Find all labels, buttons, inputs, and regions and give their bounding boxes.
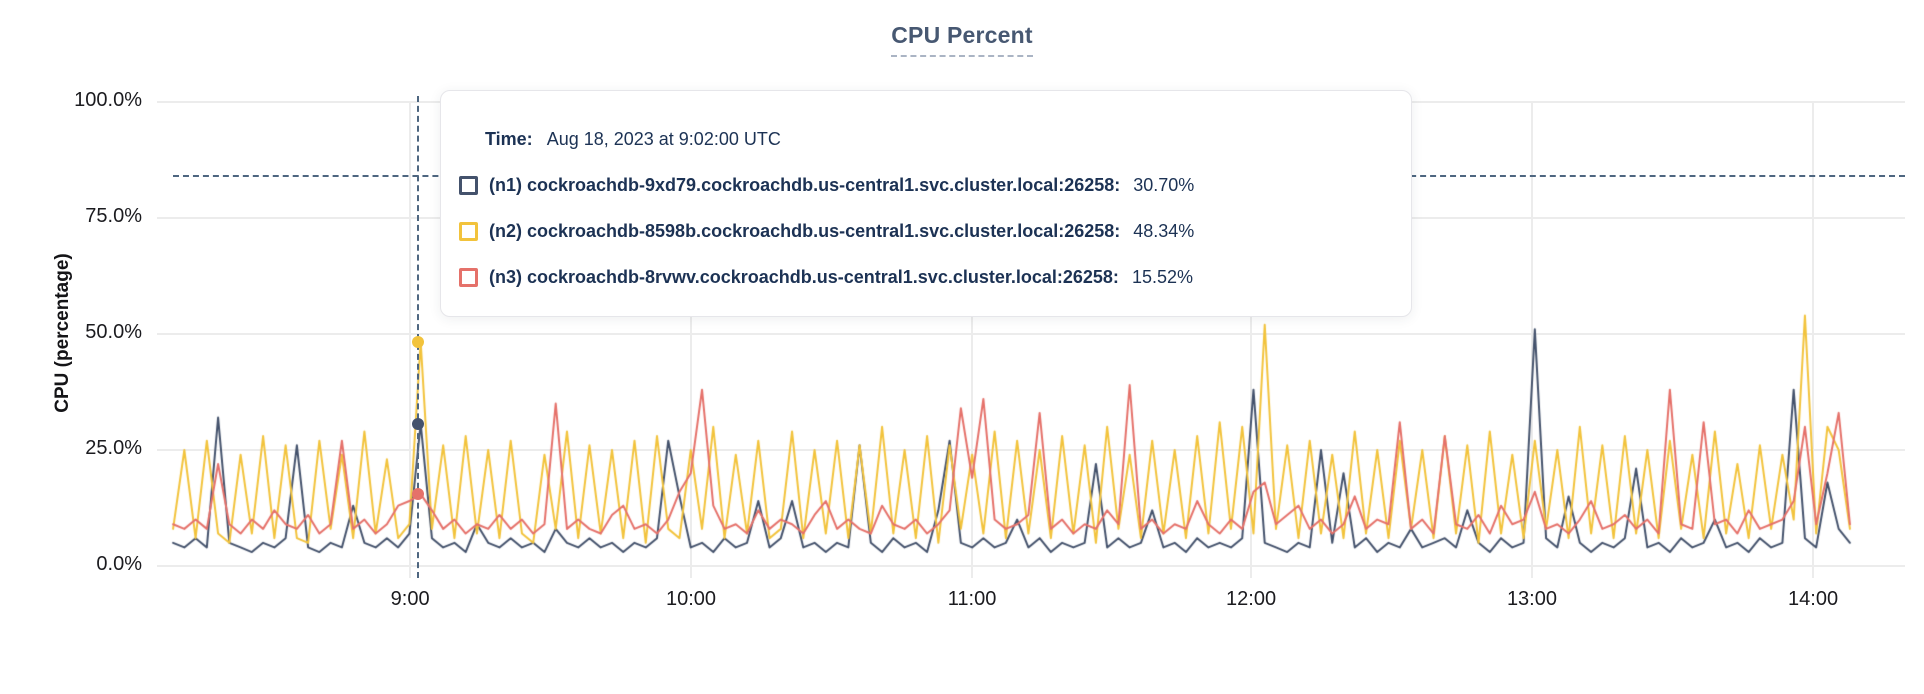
hover-dot-n1 — [411, 417, 424, 430]
x-tick-label: 13:00 — [1506, 588, 1557, 610]
tooltip-time-label: Time: — [485, 129, 533, 149]
chart-title-dashed-underline — [891, 55, 1033, 57]
x-tick-label: 10:00 — [665, 588, 717, 610]
y-tick-label: 25.0% — [85, 437, 142, 459]
hover-dot-n2 — [411, 335, 424, 348]
x-tick-label: 14:00 — [1788, 588, 1839, 610]
tooltip-series-row-n3: (n3) cockroachdb-8rvwv.cockroachdb.us-ce… — [459, 263, 1391, 291]
chart-title-wrap: CPU Percent — [0, 22, 1924, 57]
y-tick-label: 50.0% — [85, 321, 142, 343]
series-n1-value: 30.70% — [1133, 174, 1195, 195]
tooltip-series-row-n2: (n2) cockroachdb-8598b.cockroachdb.us-ce… — [459, 217, 1391, 245]
x-tick-label: 9:00 — [390, 588, 430, 610]
h-gridline — [157, 565, 1905, 567]
tooltip-time-row: Time: Aug 18, 2023 at 9:02:00 UTC — [485, 125, 1391, 153]
series-n3-swatch-icon — [459, 267, 478, 287]
tooltip-series-row-n1: (n1) cockroachdb-9xd79.cockroachdb.us-ce… — [459, 171, 1391, 199]
series-n1-swatch-icon — [459, 175, 478, 195]
x-tick-label: 12:00 — [1226, 588, 1277, 610]
y-tick-label: 100.0% — [74, 89, 142, 111]
series-n3-label: (n3) cockroachdb-8rvwv.cockroachdb.us-ce… — [489, 266, 1119, 287]
y-tick-label: 0.0% — [96, 553, 142, 575]
y-tick-label: 75.0% — [85, 205, 142, 227]
series-n2-swatch-icon — [459, 221, 478, 241]
tooltip-time-value: Aug 18, 2023 at 9:02:00 UTC — [546, 129, 781, 149]
x-tick-label: 11:00 — [947, 588, 997, 610]
series-n3-value: 15.52% — [1131, 266, 1193, 287]
hover-tooltip: Time: Aug 18, 2023 at 9:02:00 UTC (n1) co… — [440, 90, 1412, 317]
series-n2-label: (n2) cockroachdb-8598b.cockroachdb.us-ce… — [489, 220, 1121, 241]
hover-dot-n3 — [411, 487, 424, 500]
chart-title: CPU Percent — [891, 22, 1033, 48]
series-n2-value: 48.34% — [1133, 220, 1195, 241]
series-n1-label: (n1) cockroachdb-9xd79.cockroachdb.us-ce… — [489, 174, 1121, 195]
